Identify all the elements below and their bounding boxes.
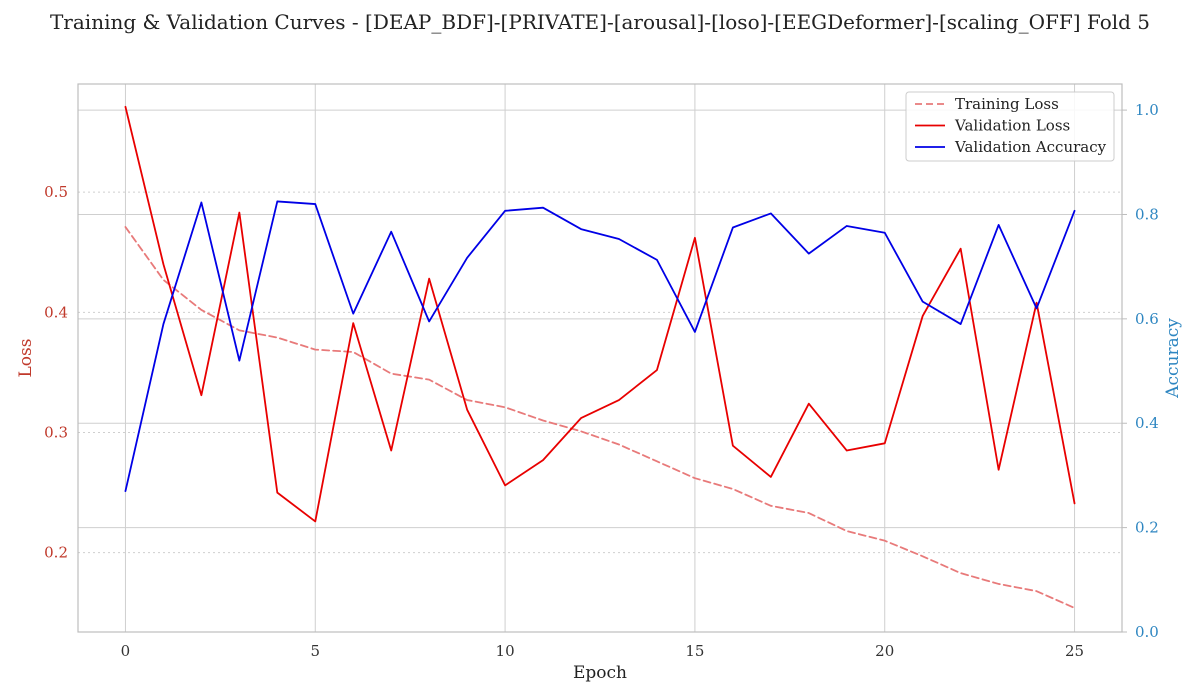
y-right-tick-label: 0.0	[1135, 623, 1159, 641]
y-right-tick-label: 0.6	[1135, 310, 1159, 328]
x-tick-label: 15	[685, 642, 704, 660]
legend-entry-label: Validation Loss	[954, 117, 1070, 135]
x-tick-label: 10	[496, 642, 515, 660]
chart-title: Training & Validation Curves - [DEAP_BDF…	[50, 10, 1150, 34]
y-right-tick-label: 0.2	[1135, 519, 1159, 537]
series-line-validation-loss	[124, 105, 1076, 523]
y-axis-right-label: Accuracy	[1163, 318, 1183, 399]
x-axis-label: Epoch	[573, 663, 627, 683]
x-tick-label: 25	[1065, 642, 1084, 660]
y-left-tick-label: 0.4	[44, 303, 68, 321]
axis-ticks: 0 5 10 15 20 25 0.2 0.3 0.4 0.5 0.0 0.2 0.4 0.6 0.8 1.0	[44, 101, 1159, 660]
y-left-tick-label: 0.5	[44, 183, 68, 201]
grid-lines	[78, 84, 1122, 632]
y-right-tick-label: 1.0	[1135, 101, 1159, 119]
series-line-training-loss	[124, 226, 1076, 609]
x-tick-label: 5	[310, 642, 320, 660]
y-left-tick-label: 0.3	[44, 424, 68, 442]
plot-frame	[77, 83, 1123, 633]
legend-entry-label: Validation Accuracy	[954, 138, 1107, 156]
y-axis-left-label: Loss	[16, 339, 36, 378]
y-right-tick-label: 0.4	[1135, 414, 1159, 432]
x-tick-label: 0	[121, 642, 131, 660]
y-right-tick-label: 0.8	[1135, 205, 1159, 223]
series-line-validation-accuracy	[124, 200, 1076, 492]
legend-box	[905, 91, 1115, 162]
legend-entry-label: Training Loss	[955, 95, 1059, 113]
legend: Training Loss Validation Loss Validation A…	[905, 91, 1115, 162]
series-lines	[124, 105, 1076, 609]
y-left-tick-label: 0.2	[44, 544, 68, 562]
x-tick-label: 20	[875, 642, 894, 660]
